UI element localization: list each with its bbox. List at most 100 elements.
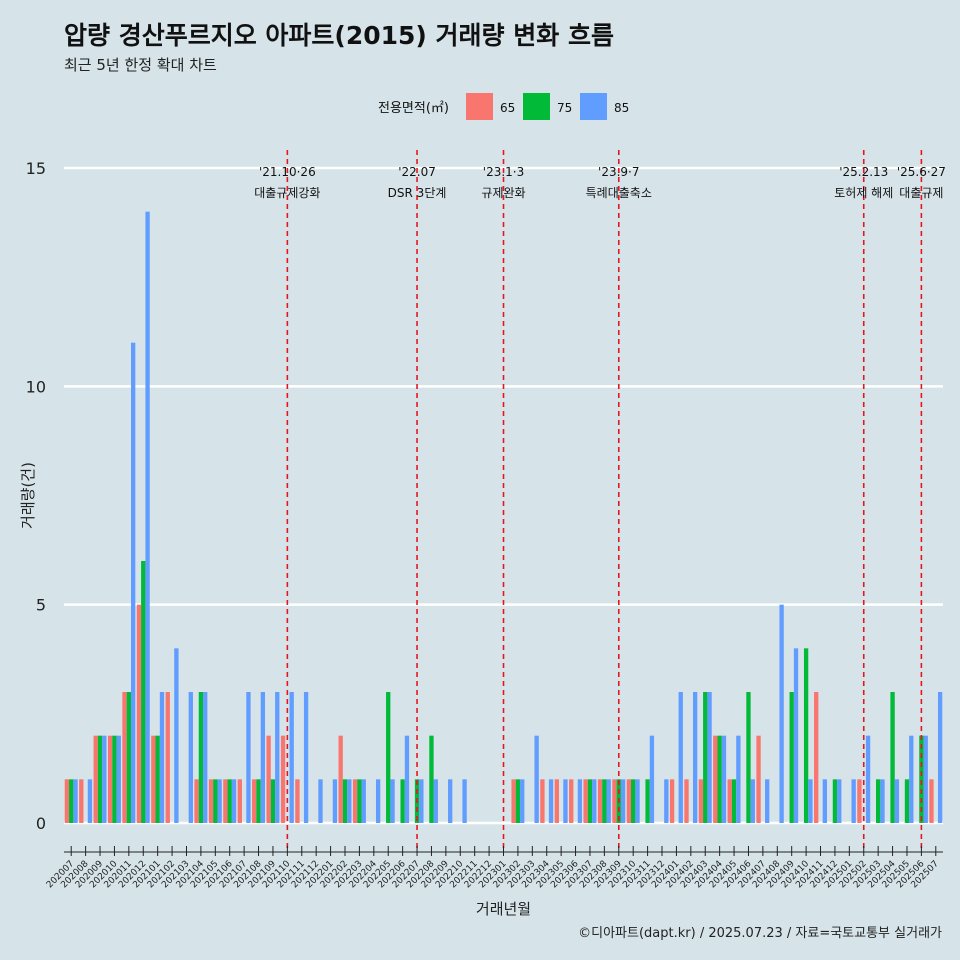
y-tick-label: 0 [36,814,46,833]
bar-65-202012 [136,604,142,823]
bar-75-202506 [919,735,924,823]
legend-swatch-75 [523,93,550,120]
bar-85-202405 [736,735,741,823]
bar-75-202208 [429,735,434,823]
page-subtitle: 최근 5년 한정 확대 차트 [64,56,217,74]
bar-85-202101 [159,692,165,823]
legend-swatch-85 [580,93,607,120]
bar-65-202306 [569,779,574,823]
bar-75-202105 [213,779,218,823]
bar-85-202206 [404,735,410,823]
bar-65-202310 [626,779,632,823]
bar-65-202403 [698,779,704,823]
bar-75-202404 [717,735,722,823]
bar-85-202505 [909,735,914,823]
bar-65-202105 [208,779,214,823]
bar-85-202310 [635,779,640,823]
bar-75-202106 [227,779,232,823]
bar-85-202407 [765,779,770,823]
bar-65-202007 [64,779,70,823]
bar-85-202308 [606,779,611,823]
bar-75-202011 [126,692,132,823]
bar-65-202111 [295,779,300,823]
bar-85-202210 [462,779,467,823]
bar-65-202008 [79,779,84,823]
bar-85-202411 [822,779,828,823]
event-date: '22.07 [398,165,436,179]
bar-65-202405 [727,779,732,823]
bar-65-202308 [597,779,603,823]
bar-75-202012 [141,561,146,823]
bar-65-202404 [713,735,718,823]
bar-65-202309 [612,779,617,823]
event-label: 대출규제 [899,186,943,200]
bar-85-202108 [260,692,266,823]
event-date: '21.10·26 [259,165,316,179]
bar-65-202302 [511,779,516,823]
y-tick-label: 5 [36,596,46,615]
x-axis-title: 거래년월 [476,900,531,918]
bar-65-202101 [151,735,156,823]
event-label: 토허제 해제 [834,186,893,200]
event-label: 대출규제강화 [254,186,320,200]
bar-65-202109 [266,735,271,823]
bar-65-202203 [352,779,358,823]
bar-65-202307 [583,779,588,823]
bar-75-202410 [803,648,809,823]
bar-65-202102 [165,692,170,823]
bar-85-202012 [145,211,150,823]
bar-85-202412 [837,779,842,823]
bar-75-202108 [256,779,261,823]
bar-65-202507 [929,779,934,823]
bar-85-202410 [808,779,813,823]
bar-75-202409 [789,692,794,823]
bar-85-202303 [534,735,539,823]
bar-75-202101 [155,735,160,823]
bar-85-202104 [203,692,208,823]
source-caption: ©디아파트(dapt.kr) / 2025.07.23 / 자료=국토교통부 실… [578,926,942,941]
bar-85-202008 [87,779,93,823]
bar-85-202502 [865,735,871,823]
bar-75-202203 [357,779,362,823]
bar-85-202401 [678,692,683,823]
bar-75-202302 [515,779,521,823]
bar-85-202408 [779,604,784,823]
bar-75-202307 [587,779,593,823]
bar-75-202406 [746,692,751,823]
bar-85-202007 [73,779,78,823]
bar-85-202107 [246,692,251,823]
legend-swatch-65 [466,93,493,120]
bar-65-202202 [338,735,343,823]
bar-75-202109 [270,779,276,823]
bar-65-202402 [684,779,689,823]
bar-85-202501 [851,779,856,823]
bar-75-202202 [342,779,348,823]
bar-65-202502 [857,779,862,823]
bar-85-202306 [577,779,583,823]
event-label: 규제완화 [481,186,525,200]
legend-label-65: 65 [500,101,515,115]
bar-85-202503 [880,779,885,823]
bar-85-202409 [793,648,799,823]
bar-65-202104 [194,779,199,823]
event-date: '25.2.13 [839,165,888,179]
y-axis-title: 거래량(건) [19,462,37,529]
bar-75-202405 [731,779,737,823]
bar-85-202402 [692,692,698,823]
bar-85-202203 [361,779,366,823]
y-tick-label: 15 [26,159,46,178]
bar-75-202009 [97,735,103,823]
bar-75-202308 [602,779,607,823]
event-date: '23.1·3 [483,165,524,179]
bar-75-202403 [703,692,708,823]
bar-85-202209 [448,779,453,823]
bar-75-202503 [875,779,881,823]
bar-65-202010 [107,735,113,823]
bar-85-202204 [375,779,381,823]
bar-85-202009 [102,735,107,823]
page-title: 압량 경산푸르지오 아파트(2015) 거래량 변화 흐름 [64,21,614,50]
bar-75-202205 [386,692,391,823]
bar-85-202302 [520,779,525,823]
bar-75-202010 [112,735,117,823]
bar-85-202311 [649,735,655,823]
